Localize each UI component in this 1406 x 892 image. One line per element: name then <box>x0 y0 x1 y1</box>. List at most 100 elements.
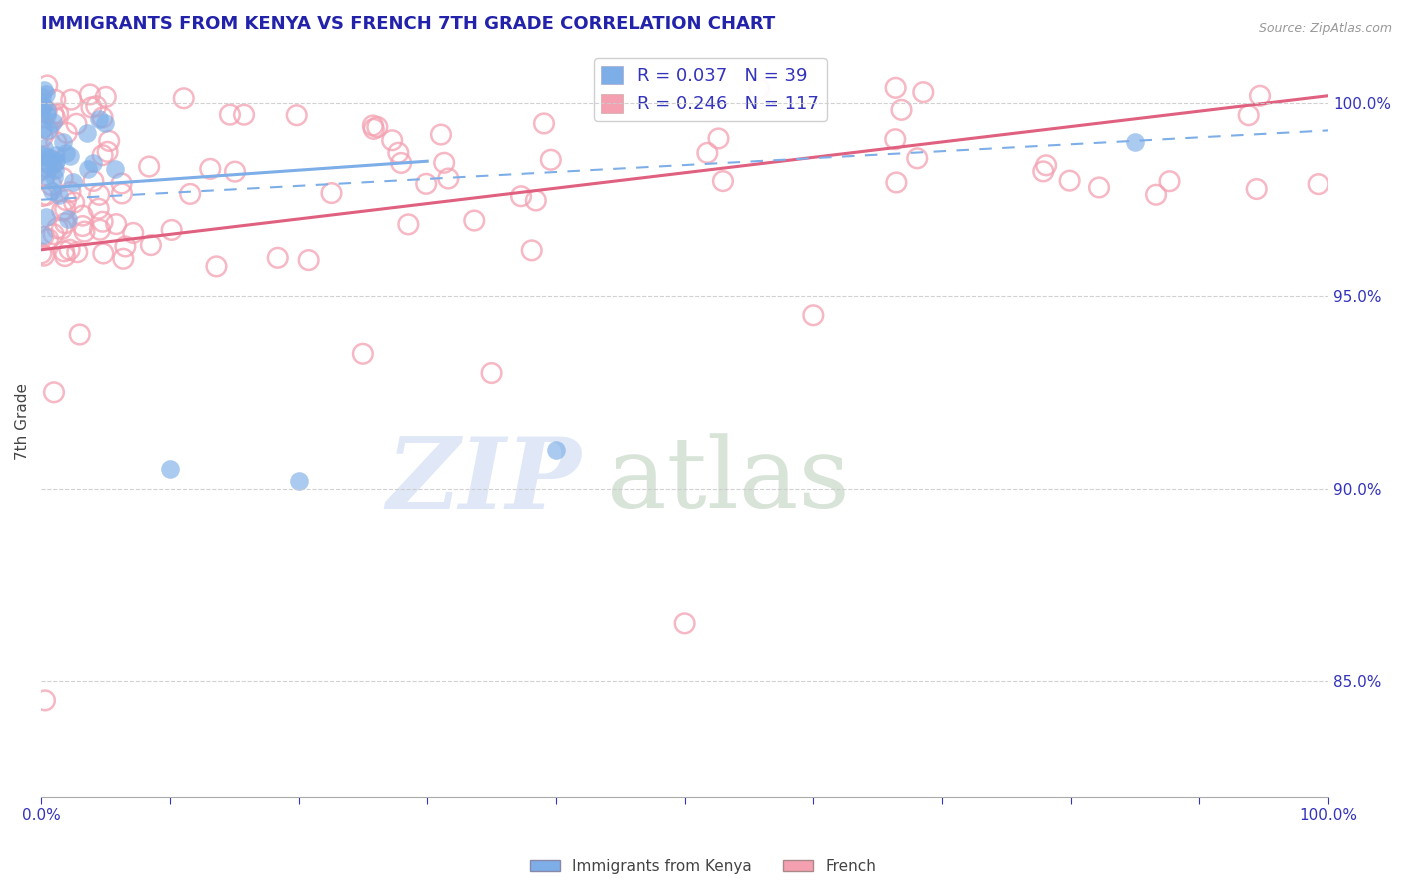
Point <box>205 260 228 274</box>
Point <box>56 211 79 226</box>
Point <box>233 108 256 122</box>
Point <box>72 219 94 233</box>
Point <box>366 120 388 134</box>
Point <box>298 253 321 268</box>
Point <box>94 116 117 130</box>
Point <box>30 104 52 119</box>
Point <box>41 185 63 199</box>
Point <box>544 443 567 458</box>
Point <box>52 135 75 149</box>
Point <box>37 78 59 93</box>
Point <box>84 99 107 113</box>
Point <box>287 474 309 488</box>
Point <box>35 188 58 202</box>
Point <box>32 249 55 263</box>
Point <box>37 123 59 137</box>
Point <box>37 155 59 169</box>
Point <box>1144 187 1167 202</box>
Point <box>533 116 555 130</box>
Point <box>34 87 56 101</box>
Point <box>389 156 412 170</box>
Point <box>32 229 55 244</box>
Point <box>44 162 66 177</box>
Point <box>224 164 246 178</box>
Point <box>1123 135 1146 149</box>
Point <box>105 217 128 231</box>
Point <box>37 103 59 118</box>
Point <box>387 145 409 160</box>
Point <box>34 169 56 183</box>
Point <box>76 127 98 141</box>
Point <box>884 132 907 146</box>
Point <box>363 121 385 136</box>
Point <box>46 106 69 120</box>
Point <box>62 175 84 189</box>
Point <box>73 225 96 239</box>
Point <box>173 91 195 105</box>
Text: IMMIGRANTS FROM KENYA VS FRENCH 7TH GRADE CORRELATION CHART: IMMIGRANTS FROM KENYA VS FRENCH 7TH GRAD… <box>41 15 775 33</box>
Point <box>53 249 76 263</box>
Point <box>31 148 53 162</box>
Point <box>912 85 935 99</box>
Point <box>82 156 104 170</box>
Point <box>76 162 98 177</box>
Point <box>45 147 67 161</box>
Point <box>179 186 201 201</box>
Point <box>65 117 87 131</box>
Point <box>35 160 58 174</box>
Point <box>1159 174 1181 188</box>
Point <box>35 103 58 118</box>
Point <box>510 189 533 203</box>
Point <box>31 129 53 144</box>
Point <box>32 227 55 242</box>
Point <box>267 251 290 265</box>
Point <box>352 347 374 361</box>
Point <box>51 222 73 236</box>
Point <box>53 202 76 217</box>
Point <box>42 107 65 121</box>
Point <box>53 244 76 259</box>
Point <box>66 245 89 260</box>
Point <box>37 122 59 136</box>
Point <box>111 186 134 201</box>
Point <box>110 177 132 191</box>
Point <box>94 90 117 104</box>
Point <box>114 239 136 253</box>
Point <box>89 223 111 237</box>
Point <box>63 195 86 210</box>
Point <box>31 99 53 113</box>
Point <box>31 189 53 203</box>
Point <box>361 119 384 133</box>
Point <box>415 177 437 191</box>
Point <box>56 126 79 140</box>
Point <box>89 187 111 202</box>
Point <box>45 135 67 149</box>
Point <box>53 216 76 230</box>
Point <box>524 194 547 208</box>
Point <box>1035 158 1057 172</box>
Point <box>91 148 114 162</box>
Point <box>80 100 103 114</box>
Point <box>1308 177 1330 191</box>
Point <box>520 244 543 258</box>
Point <box>1032 164 1054 178</box>
Point <box>711 174 734 188</box>
Point <box>1246 182 1268 196</box>
Point <box>1088 180 1111 194</box>
Point <box>160 223 183 237</box>
Point <box>138 160 160 174</box>
Point <box>45 154 67 169</box>
Point <box>52 171 75 186</box>
Point <box>430 128 453 142</box>
Point <box>437 171 460 186</box>
Point <box>34 210 56 224</box>
Point <box>285 108 308 122</box>
Point <box>31 90 53 104</box>
Point <box>104 161 127 176</box>
Point <box>219 108 242 122</box>
Point <box>321 186 343 200</box>
Point <box>39 151 62 165</box>
Point <box>42 385 65 400</box>
Point <box>44 169 66 184</box>
Point <box>69 327 91 342</box>
